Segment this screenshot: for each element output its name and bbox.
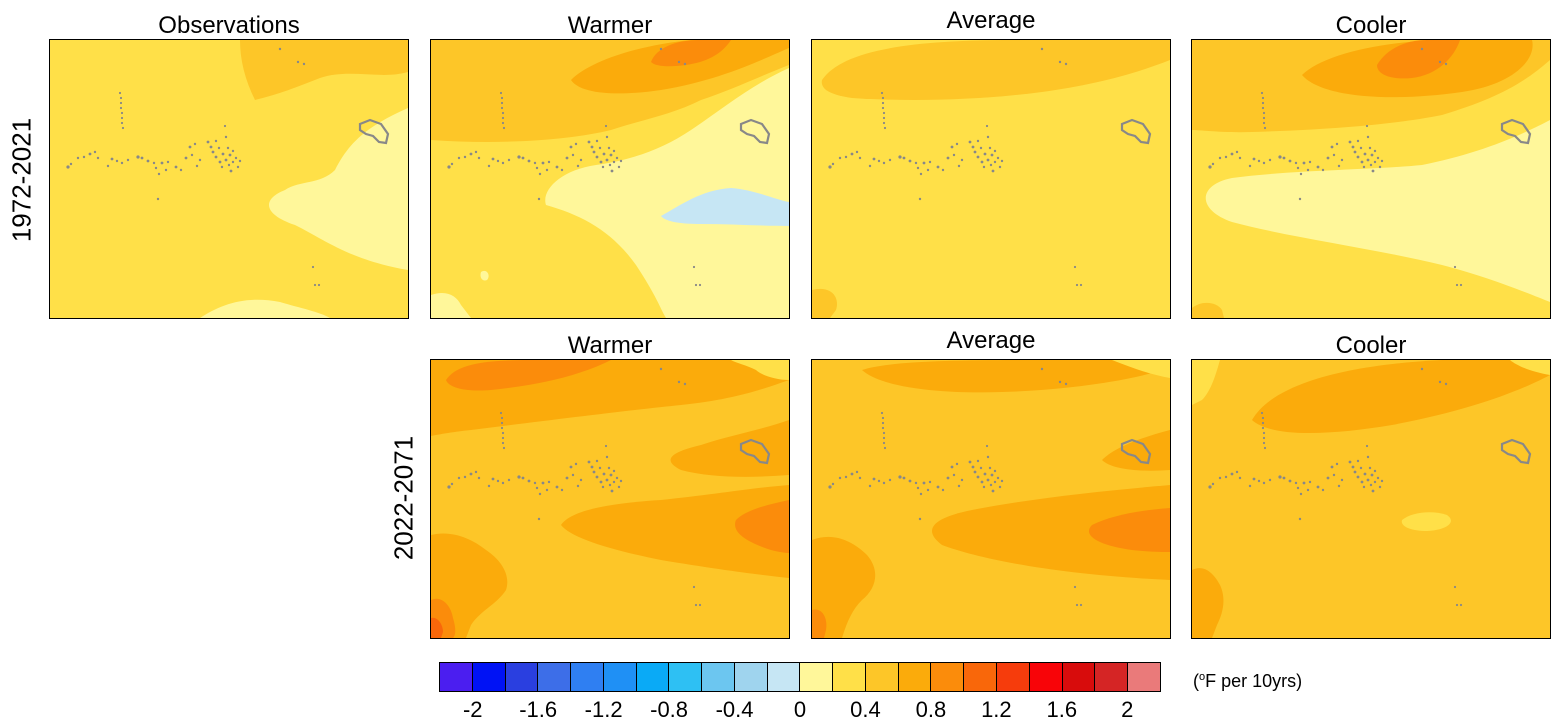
color-swatch: [734, 663, 768, 691]
color-swatch: [538, 663, 572, 691]
color-swatch: [603, 663, 637, 691]
tick-label: -0.4: [715, 697, 754, 722]
color-swatch: [636, 663, 670, 691]
legend-units-label: (oF per 10yrs): [1193, 671, 1303, 691]
tick-label: 0.4: [850, 697, 881, 722]
title-warmer-1972-2021: Warmer: [567, 12, 653, 39]
color-swatch: [1128, 663, 1160, 691]
tick-label: -2: [462, 697, 483, 722]
color-swatch: [440, 663, 473, 691]
color-swatch: [997, 663, 1030, 691]
tick-label: 0.8: [915, 697, 947, 722]
map-average-1972-2021: [811, 39, 1171, 319]
title-average-2022-2071: Average: [946, 327, 1036, 354]
tick-label: -1.2: [584, 697, 623, 722]
map-cooler-2022-2071: [1191, 359, 1551, 639]
color-swatch: [1029, 663, 1063, 691]
tick-label: 0: [793, 697, 807, 722]
tick-label: 1.6: [1046, 697, 1078, 722]
trend-field-0-0.2: [268, 108, 408, 270]
title-cooler-2022-2071: Cooler: [1335, 332, 1407, 359]
row-label-1972-2021: 1972-2021: [6, 117, 37, 243]
tick-label: 2: [1121, 697, 1134, 722]
color-swatch: [833, 663, 866, 691]
map-cooler-1972-2021: [1191, 39, 1551, 319]
row-label-2022-2071: 2022-2071: [388, 435, 419, 561]
color-swatch: [472, 663, 506, 691]
trend-field-0.4-0.6: [240, 40, 408, 100]
color-swatch: [1095, 663, 1129, 691]
map-warmer-1972-2021: [430, 39, 790, 319]
map-average-2022-2071: [811, 359, 1171, 639]
tick-label: -0.8: [650, 697, 689, 722]
map-observations-1972-2021: [49, 39, 409, 319]
tick-label: 1.2: [981, 697, 1012, 722]
color-scale-legend: [439, 662, 1161, 692]
color-swatch: [1062, 663, 1096, 691]
title-observations: Observations: [158, 12, 300, 39]
color-swatch: [931, 663, 965, 691]
color-swatch: [767, 663, 801, 691]
color-swatch: [702, 663, 735, 691]
color-swatch: [865, 663, 899, 691]
tick-label: -1.6: [519, 697, 558, 722]
color-swatch: [964, 663, 998, 691]
title-cooler-1972-2021: Cooler: [1335, 12, 1407, 39]
map-warmer-2022-2071: [430, 359, 790, 639]
title-warmer-2022-2071: Warmer: [567, 332, 653, 359]
color-swatch: [800, 663, 834, 691]
title-average-1972-2021: Average: [946, 7, 1036, 34]
color-swatch: [669, 663, 703, 691]
color-swatch: [898, 663, 932, 691]
color-swatch: [505, 663, 539, 691]
color-swatch: [571, 663, 604, 691]
